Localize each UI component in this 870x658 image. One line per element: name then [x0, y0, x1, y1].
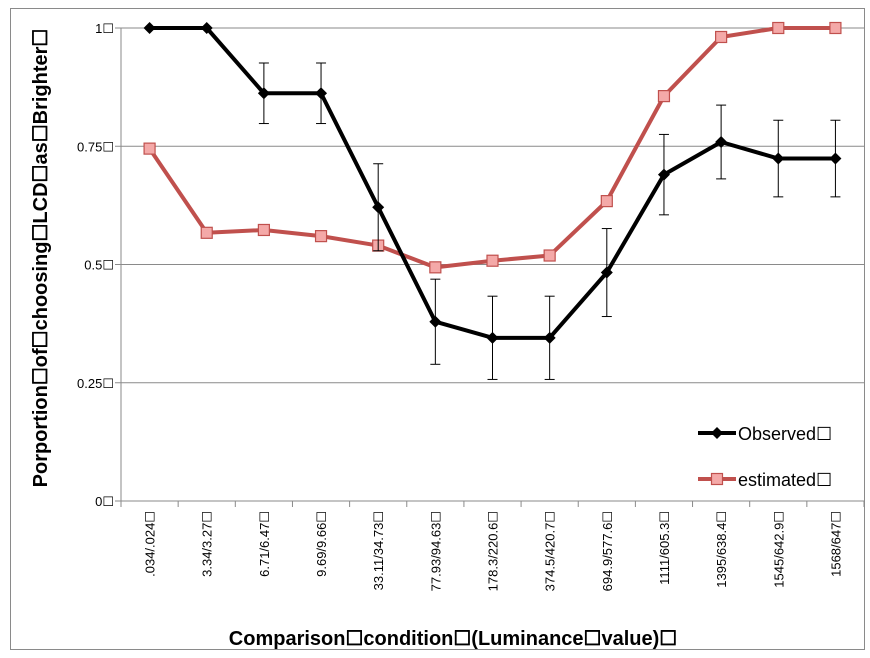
- legend: Observed☐ estimated☐: [698, 424, 832, 490]
- y-tick-label: 0☐: [95, 494, 114, 509]
- x-tick-label: 374.5/420.7☐: [543, 511, 558, 591]
- x-tick-label: .034/.024☐: [143, 511, 158, 577]
- x-tick-label: 33.11/34.73☐: [371, 511, 386, 590]
- data-point: [257, 87, 270, 100]
- data-point: [715, 30, 728, 44]
- x-tick-label: 1568/647☐: [828, 511, 843, 577]
- series-diamond: [143, 22, 842, 380]
- y-tick-labels: 0☐ 0.25☐ 0.5☐ 0.75☐ 1☐: [77, 21, 114, 509]
- legend-label: Observed☐: [738, 424, 832, 444]
- y-tick-label: 0.5☐: [84, 258, 114, 273]
- x-tick-label: 1545/642.9☐: [771, 511, 786, 588]
- y-axis-title: Porportion☐of☐choosing☐LCD☐as☐Brighter☐: [30, 29, 52, 488]
- y-tick-label: 0.75☐: [77, 139, 114, 154]
- x-tick-label: 3.34/3.27☐: [200, 511, 215, 577]
- x-tick-label: 694.9/577.6☐: [600, 511, 615, 591]
- x-tick-label: 77.93/94.63☐: [428, 511, 443, 591]
- data-point: [657, 90, 671, 103]
- y-tick-label: 1☐: [95, 21, 114, 36]
- x-tick-label: 1395/638.4☐: [714, 511, 729, 588]
- data-point: [486, 331, 499, 344]
- data-point: [600, 195, 613, 208]
- data-point: [772, 21, 785, 35]
- x-tick-label: 9.69/9.66☐: [314, 511, 329, 577]
- x-tick-label: 178.3/220.6☐: [486, 511, 501, 591]
- data-point: [543, 331, 556, 344]
- data-point: [772, 152, 785, 165]
- data-point: [715, 135, 728, 148]
- x-tick-label: 1111/605.3☐: [657, 511, 672, 585]
- data-point: [429, 315, 442, 328]
- data-point: [600, 266, 613, 279]
- data-point: [143, 22, 156, 34]
- y-tick-label: 0.25☐: [77, 376, 114, 391]
- data-point: [200, 22, 213, 34]
- x-axis-title: Comparison☐condition☐(Luminance☐value)☐: [229, 628, 677, 650]
- chart-frame: [10, 8, 865, 650]
- axes: [115, 27, 865, 507]
- legend-item: estimated☐: [698, 470, 832, 490]
- series-layer: [143, 21, 842, 380]
- data-point: [829, 21, 842, 35]
- data-point: [257, 223, 270, 237]
- data-point: [314, 230, 328, 243]
- series-line: [149, 26, 836, 340]
- data-point: [711, 427, 723, 439]
- data-point: [829, 152, 842, 165]
- data-point: [657, 168, 670, 181]
- x-tick-labels: .034/.024☐ 3.34/3.27☐ 6.71/6.47☐ 9.69/9.66☐…: [143, 511, 844, 591]
- legend-item: Observed☐: [698, 424, 832, 444]
- data-point: [200, 226, 213, 239]
- x-tick-label: 6.71/6.47☐: [257, 511, 272, 577]
- data-point: [143, 142, 156, 155]
- series-line: [147, 26, 836, 270]
- data-point: [486, 254, 499, 267]
- data-point: [429, 261, 442, 274]
- data-point: [710, 472, 724, 486]
- data-point: [543, 249, 556, 262]
- data-point: [372, 201, 385, 214]
- legend-label: estimated☐: [738, 470, 832, 490]
- data-point: [315, 87, 328, 100]
